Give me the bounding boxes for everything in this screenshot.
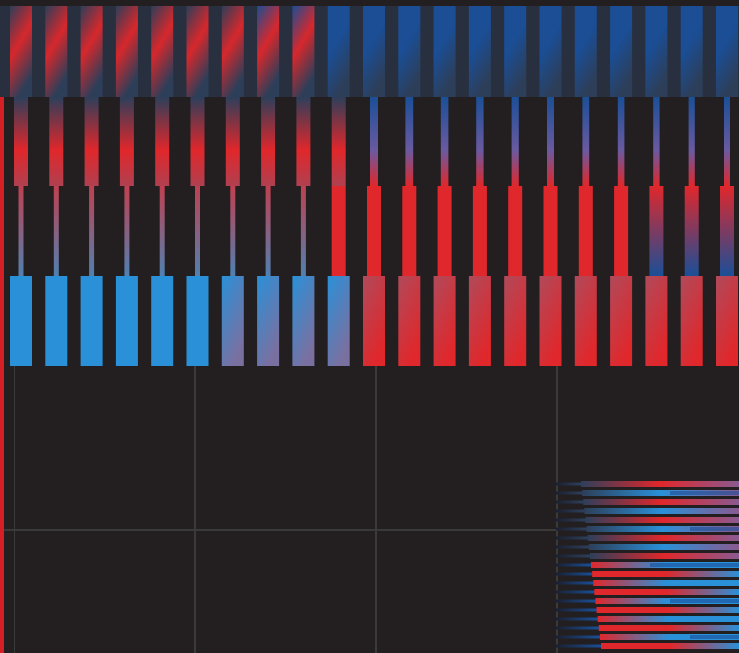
gradient-column bbox=[680, 6, 703, 366]
gradient-hbar bbox=[556, 535, 739, 541]
gradient-columns bbox=[10, 6, 738, 366]
gradient-column bbox=[468, 6, 491, 366]
gradient-column bbox=[45, 6, 68, 366]
gradient-column bbox=[292, 6, 315, 366]
gradient-hbar bbox=[556, 526, 739, 532]
gradient-column bbox=[574, 6, 597, 366]
gradient-column bbox=[539, 6, 562, 366]
gradient-hbar bbox=[556, 508, 739, 514]
gradient-hbar bbox=[556, 607, 739, 613]
gradient-column bbox=[504, 6, 527, 366]
gradient-column bbox=[10, 6, 32, 366]
gradient-column bbox=[80, 6, 103, 366]
grid-hline bbox=[4, 529, 556, 531]
gradient-hbar bbox=[556, 499, 739, 505]
gradient-hbar bbox=[556, 571, 739, 577]
grid-vline bbox=[194, 366, 196, 653]
gradient-hbar bbox=[556, 490, 739, 496]
gradient-hbar bbox=[556, 589, 739, 595]
gradient-hbar bbox=[556, 553, 739, 559]
gradient-column bbox=[363, 6, 385, 366]
gradient-hbar bbox=[556, 580, 739, 586]
gradient-hbar bbox=[556, 634, 739, 640]
gradient-column bbox=[645, 6, 668, 366]
gradient-hbar bbox=[556, 616, 739, 622]
gradient-hbar bbox=[556, 625, 739, 631]
gradient-hbar bbox=[556, 598, 739, 604]
gradient-hbar bbox=[556, 481, 739, 487]
gradient-hbars bbox=[556, 481, 739, 649]
gradient-hbar bbox=[556, 643, 739, 649]
gradient-column bbox=[115, 6, 138, 366]
gradient-column bbox=[327, 6, 350, 366]
grid-vline bbox=[14, 366, 15, 653]
gradient-column bbox=[716, 6, 738, 366]
gradient-hbar bbox=[556, 562, 739, 568]
gradient-hbar bbox=[556, 517, 739, 523]
gradient-column bbox=[610, 6, 633, 366]
gradient-hbar bbox=[556, 544, 739, 550]
gradient-column bbox=[186, 6, 209, 366]
gradient-column bbox=[433, 6, 456, 366]
gradient-column bbox=[151, 6, 174, 366]
gradient-column bbox=[398, 6, 421, 366]
left-edge-line bbox=[0, 97, 4, 653]
grid-vline bbox=[375, 366, 377, 653]
gradient-column bbox=[221, 6, 244, 366]
gradient-column bbox=[257, 6, 280, 366]
